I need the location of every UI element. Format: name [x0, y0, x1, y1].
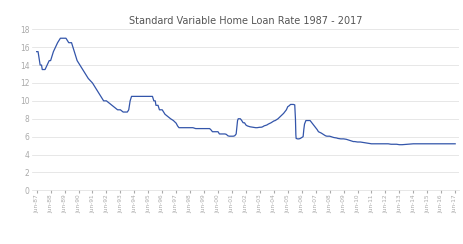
Title: Standard Variable Home Loan Rate 1987 - 2017: Standard Variable Home Loan Rate 1987 - … — [129, 16, 362, 26]
